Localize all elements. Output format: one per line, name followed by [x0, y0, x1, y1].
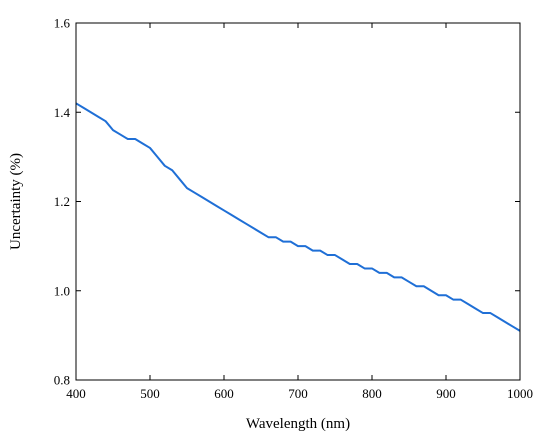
x-tick-label: 600: [214, 386, 234, 401]
x-tick-label: 1000: [507, 386, 533, 401]
plot-frame: [75, 22, 521, 381]
x-tick-label: 400: [66, 386, 86, 401]
y-tick-labels: 0.8 1.0 1.2 1.4 1.6: [54, 16, 71, 388]
y-axis-label: Uncertainty (%): [8, 153, 24, 250]
x-tick-label: 900: [436, 386, 456, 401]
x-axis-label: Wavelength (nm): [246, 416, 350, 432]
y-tick-label: 1.0: [54, 283, 70, 298]
y-tick-label: 1.4: [54, 105, 71, 120]
tick-marks: [75, 22, 521, 381]
y-tick-label: 1.2: [54, 194, 70, 209]
series-layer: [75, 102, 521, 332]
x-tick-label: 500: [140, 386, 160, 401]
x-tick-labels: 400 500 600 700 800 900 1000: [66, 386, 533, 401]
y-tick-label: 0.8: [54, 373, 70, 388]
x-tick-label: 700: [288, 386, 308, 401]
y-tick-label: 1.6: [54, 16, 71, 31]
series-line: [75, 102, 521, 332]
x-tick-label: 800: [362, 386, 382, 401]
